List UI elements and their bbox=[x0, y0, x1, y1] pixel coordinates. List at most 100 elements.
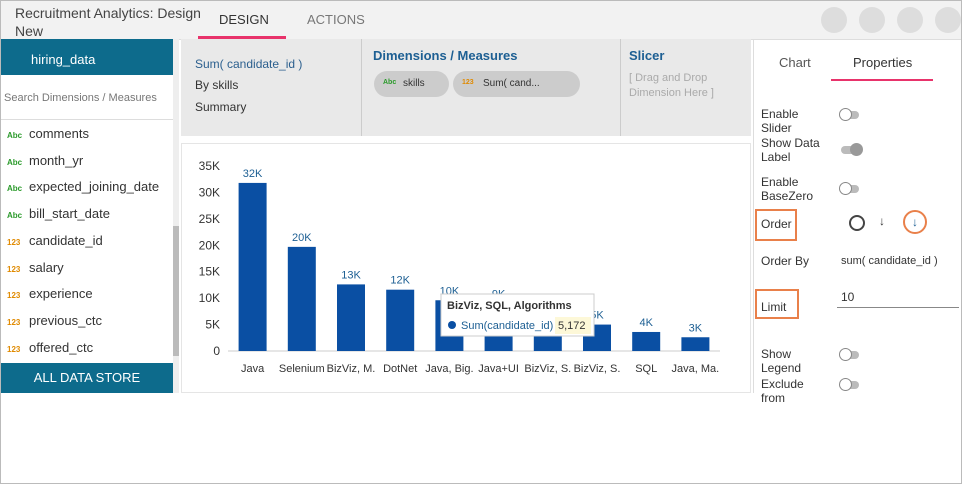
toggle[interactable] bbox=[841, 143, 863, 156]
slicer-hint: [ Drag and Drop Dimension Here ] bbox=[629, 72, 714, 99]
dimensions-title: Dimensions / Measures bbox=[373, 48, 518, 63]
divider bbox=[620, 39, 621, 136]
field-type: 123 bbox=[7, 317, 21, 327]
order-desc[interactable]: ↓ bbox=[903, 210, 927, 234]
group[interactable]: By skills bbox=[195, 78, 239, 92]
tooltip-series: Sum(candidate_id) bbox=[461, 320, 553, 332]
field-item[interactable]: Abc month_yr bbox=[7, 153, 83, 168]
divider bbox=[753, 39, 754, 393]
x-tick-label: BizViz, M. bbox=[327, 363, 376, 375]
bar bbox=[238, 182, 267, 351]
field-type: Abc bbox=[7, 211, 23, 221]
save-button[interactable] bbox=[935, 7, 961, 33]
field-name: candidate_id bbox=[29, 232, 103, 248]
field-name: expected_joining_date bbox=[29, 179, 160, 195]
toggle[interactable] bbox=[839, 108, 859, 121]
bar bbox=[681, 337, 710, 351]
back-button[interactable] bbox=[821, 7, 847, 33]
tooltip-title: BizViz, SQL, Algorithms bbox=[447, 300, 572, 312]
x-tick-label: Java bbox=[241, 363, 265, 375]
field-name: offered_ctc bbox=[29, 339, 94, 355]
tooltip-dot bbox=[448, 321, 456, 329]
chip-label: skills bbox=[403, 78, 425, 89]
field-name: experience bbox=[29, 286, 93, 302]
field-name: salary bbox=[29, 259, 64, 275]
y-tick-label: 25K bbox=[199, 212, 220, 226]
y-tick-label: 15K bbox=[199, 265, 220, 279]
dataset-name: hiring_data bbox=[31, 52, 96, 67]
x-tick-label: Java, Ma. bbox=[672, 363, 720, 375]
search-box[interactable] bbox=[1, 75, 173, 120]
y-tick-label: 20K bbox=[199, 238, 220, 252]
data-label: 4K bbox=[639, 317, 653, 329]
field-type: Abc bbox=[7, 157, 23, 167]
setting-label: Enable BaseZero bbox=[761, 175, 814, 203]
order-by-select[interactable]: sum( candidate_id ) bbox=[841, 255, 938, 267]
scrollbar bbox=[173, 39, 179, 393]
field-item[interactable]: Abc expected_joining_date bbox=[7, 179, 159, 194]
tab-design[interactable]: DESIGN bbox=[219, 12, 269, 27]
x-tick-label: Java+UI bbox=[478, 363, 519, 375]
x-tick-label: BizViz, S. bbox=[524, 363, 571, 375]
setting-label: Exclude from bbox=[761, 377, 804, 405]
field-item[interactable]: Abc bill_start_date bbox=[7, 206, 110, 221]
field-item[interactable]: 123 offered_ctc bbox=[7, 340, 93, 355]
bar bbox=[287, 246, 316, 351]
setting-label: Show Data Label bbox=[761, 136, 820, 164]
toggle[interactable] bbox=[839, 348, 859, 361]
x-tick-label: BizViz, S. bbox=[574, 363, 621, 375]
chip-label: Sum( cand... bbox=[483, 78, 540, 89]
all-data-store-button[interactable]: ALL DATA STORE bbox=[1, 363, 173, 393]
data-label: 32K bbox=[243, 168, 263, 180]
summary[interactable]: Summary bbox=[195, 100, 247, 114]
field-item[interactable]: 123 experience bbox=[7, 286, 93, 301]
tab-actions[interactable]: ACTIONS bbox=[307, 12, 365, 27]
data-label: 20K bbox=[292, 232, 312, 244]
y-tick-label: 30K bbox=[199, 185, 220, 199]
y-tick-label: 5K bbox=[205, 318, 220, 332]
y-tick-label: 35K bbox=[199, 159, 220, 173]
export-button[interactable] bbox=[859, 7, 885, 33]
limit-input[interactable] bbox=[837, 285, 959, 308]
field-item[interactable]: 123 salary bbox=[7, 260, 64, 275]
field-item[interactable]: Abc comments bbox=[7, 126, 89, 141]
field-type: 123 bbox=[7, 237, 21, 247]
scroll-thumb bbox=[173, 226, 179, 356]
x-tick-label: SQL bbox=[635, 363, 657, 375]
chip-type: 123 bbox=[462, 79, 474, 86]
limit-label: Limit bbox=[761, 300, 787, 314]
filter-button[interactable] bbox=[897, 7, 923, 33]
chip[interactable] bbox=[374, 71, 449, 97]
bar-chart: 0 5K 10K 15K 20K 25K 30K 35K 32K Java 20K Selenium 1… bbox=[181, 143, 751, 393]
app-title: Recruitment Analytics: Design New bbox=[15, 5, 201, 39]
order-none[interactable] bbox=[849, 215, 865, 231]
bar bbox=[632, 331, 661, 351]
tab-underline bbox=[198, 36, 286, 39]
field-item[interactable]: 123 candidate_id bbox=[7, 233, 103, 248]
chip[interactable] bbox=[453, 71, 580, 97]
field-name: previous_ctc bbox=[29, 312, 102, 328]
toggle[interactable] bbox=[839, 378, 859, 391]
bar bbox=[337, 284, 365, 351]
data-label: 13K bbox=[341, 269, 361, 281]
data-label: 12K bbox=[390, 275, 410, 287]
highlight-box bbox=[755, 289, 799, 319]
tab-chart[interactable]: Chart bbox=[779, 55, 811, 70]
x-tick-label: DotNet bbox=[383, 363, 417, 375]
field-type: Abc bbox=[7, 131, 23, 140]
tooltip-value-bg bbox=[555, 317, 591, 334]
properties-panel: Enable Slider Show Data Label Enable BaseZ… bbox=[753, 81, 961, 405]
setting-label: Show Legend bbox=[761, 347, 802, 375]
field-name: bill_start_date bbox=[29, 206, 110, 222]
measure[interactable]: Sum( candidate_id ) bbox=[195, 57, 303, 71]
tab-properties[interactable]: Properties bbox=[853, 55, 913, 70]
field-item[interactable]: 123 previous_ctc bbox=[7, 313, 102, 328]
slicer-title: Slicer bbox=[629, 48, 665, 63]
field-type: 123 bbox=[7, 344, 21, 354]
search-placeholder: Search Dimensions / Measures bbox=[4, 92, 157, 104]
toggle[interactable] bbox=[839, 182, 859, 195]
order-asc[interactable]: ↓ bbox=[879, 214, 885, 228]
tooltip-value: 5,172 bbox=[558, 320, 586, 332]
field-name: month_yr bbox=[29, 152, 84, 168]
